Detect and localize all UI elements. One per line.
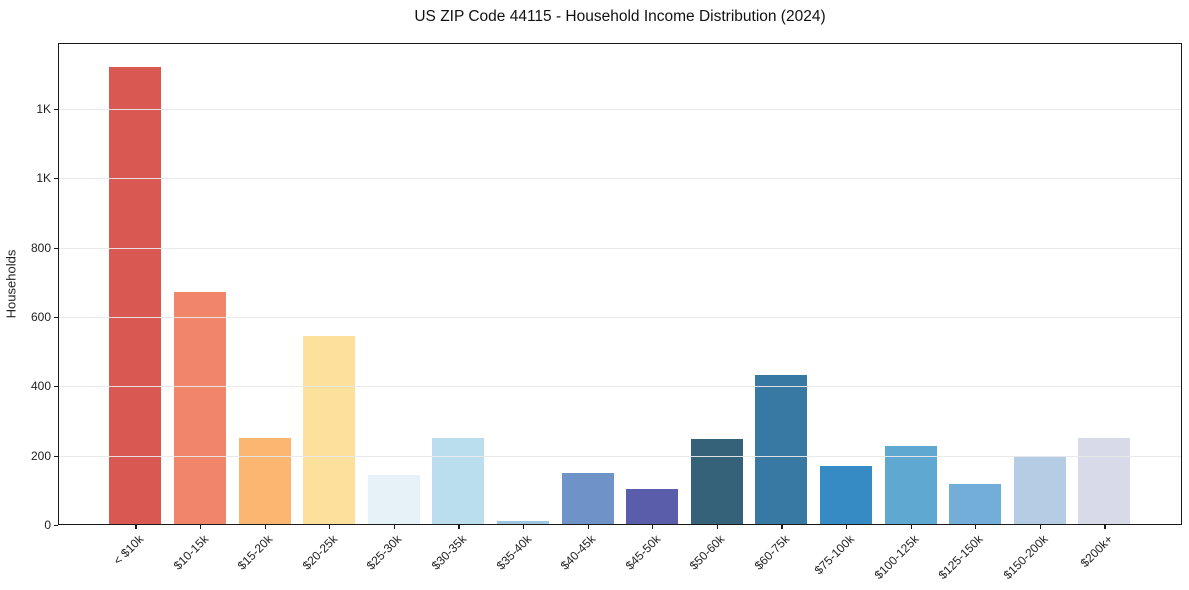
bar-60-75k bbox=[755, 374, 808, 525]
x-tick-label: $75-100k bbox=[811, 532, 857, 578]
x-tick-mark bbox=[458, 525, 460, 529]
y-tick-mark bbox=[54, 455, 58, 457]
gridline bbox=[59, 316, 1181, 318]
bar-45-50k bbox=[626, 488, 679, 525]
y-tick-mark bbox=[54, 108, 58, 111]
y-tick-mark bbox=[54, 247, 58, 249]
x-tick-mark bbox=[329, 525, 331, 529]
x-tick-mark bbox=[1104, 525, 1106, 529]
x-tick-label: $60-75k bbox=[751, 532, 793, 573]
bar-10-15k bbox=[174, 291, 226, 525]
y-tick-mark bbox=[54, 316, 58, 319]
y-tick-label: 200 bbox=[30, 448, 51, 463]
bar-10k bbox=[109, 67, 162, 525]
bar-40-45k bbox=[561, 472, 614, 525]
x-tick-label: $30-35k bbox=[428, 532, 470, 573]
x-tick-label: $10-15k bbox=[170, 532, 211, 573]
bar-75-100k bbox=[820, 465, 872, 525]
x-tick-mark bbox=[587, 525, 589, 529]
gridline bbox=[59, 455, 1181, 457]
bar-25-30k bbox=[367, 474, 420, 525]
bar-100-125k bbox=[884, 446, 937, 525]
y-tick-label: 1K bbox=[36, 171, 51, 186]
x-tick-label: $125-150k bbox=[936, 532, 987, 583]
x-tick-mark bbox=[264, 525, 266, 529]
y-tick-label: 600 bbox=[30, 309, 51, 324]
x-tick-label: < $10k bbox=[110, 532, 147, 568]
bar-30-35k bbox=[432, 437, 485, 525]
y-tick-mark bbox=[54, 525, 58, 527]
x-tick-label: $20-25k bbox=[299, 532, 341, 573]
x-tick-mark bbox=[652, 525, 654, 529]
x-tick-label: $15-20k bbox=[234, 532, 276, 573]
chart-title: US ZIP Code 44115 - Household Income Dis… bbox=[414, 8, 826, 25]
x-tick-label: $100-125k bbox=[871, 532, 922, 583]
x-tick-mark bbox=[200, 525, 202, 529]
plot-frame bbox=[58, 43, 1182, 525]
gridline bbox=[59, 108, 1181, 110]
x-tick-mark bbox=[523, 525, 525, 529]
gridline bbox=[59, 178, 1181, 180]
bar-35-40k bbox=[497, 520, 549, 525]
x-tick-mark bbox=[781, 525, 783, 529]
y-tick-label: 0 bbox=[44, 518, 51, 532]
y-tick-label: 800 bbox=[30, 240, 51, 255]
x-tick-mark bbox=[1039, 525, 1041, 529]
y-tick-mark bbox=[54, 386, 58, 388]
x-tick-mark bbox=[975, 525, 977, 529]
x-tick-label: $40-45k bbox=[557, 532, 599, 573]
bar-20-25k bbox=[303, 336, 356, 525]
y-tick-mark bbox=[54, 178, 58, 180]
x-tick-mark bbox=[846, 525, 848, 529]
gridline bbox=[59, 247, 1181, 249]
x-tick-label: $200k+ bbox=[1077, 532, 1116, 570]
x-tick-label: $50-60k bbox=[687, 532, 728, 573]
bar-125-150k bbox=[949, 483, 1002, 525]
x-tick-label: $25-30k bbox=[364, 532, 405, 573]
x-tick-mark bbox=[393, 525, 395, 529]
x-tick-mark bbox=[910, 525, 912, 529]
bar-150-200k bbox=[1013, 455, 1066, 525]
bar-50-60k bbox=[690, 438, 743, 525]
y-axis-label: Households bbox=[3, 249, 19, 319]
y-tick-label: 1K bbox=[36, 101, 51, 116]
x-tick-label: $45-50k bbox=[622, 532, 664, 573]
bar-200k bbox=[1078, 438, 1131, 525]
y-tick-label: 400 bbox=[30, 379, 51, 394]
x-tick-label: $35-40k bbox=[493, 532, 534, 573]
bar-15-20k bbox=[238, 438, 291, 525]
x-tick-mark bbox=[716, 525, 718, 529]
x-tick-label: $150-200k bbox=[1000, 532, 1051, 583]
gridline bbox=[59, 386, 1181, 388]
x-tick-mark bbox=[135, 525, 137, 529]
